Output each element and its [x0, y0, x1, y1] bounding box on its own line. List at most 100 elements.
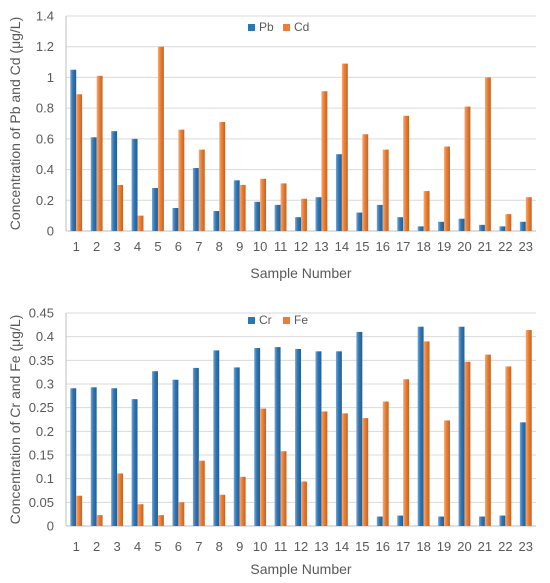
x-tick-label: 23: [519, 539, 533, 554]
bar-cd-15: [362, 134, 369, 231]
x-tick-label: 2: [93, 239, 100, 254]
x-tick-label: 17: [396, 539, 410, 554]
legend-label-pb: Pb: [259, 20, 274, 34]
bar-pb-1: [70, 69, 77, 231]
bar-pb-18: [417, 226, 424, 231]
x-axis-title: Sample Number: [250, 265, 351, 281]
bar-fe-20: [464, 361, 471, 526]
x-tick-label: 19: [437, 239, 451, 254]
bar-fe-18: [423, 341, 430, 526]
bar-cd-12: [301, 198, 307, 231]
y-tick-label: 0.15: [29, 448, 54, 463]
bar-cd-6: [178, 129, 185, 231]
x-tick-label: 16: [376, 539, 390, 554]
bar-cd-23: [525, 197, 532, 231]
x-tick-label: 10: [253, 239, 267, 254]
bar-cr-14: [335, 351, 342, 526]
bar-cd-11: [280, 183, 287, 231]
legend-swatch-cr: [248, 317, 255, 324]
bar-cr-3: [111, 388, 118, 526]
x-tick-label: 4: [134, 539, 141, 554]
x-tick-label: 4: [134, 239, 141, 254]
bar-pb-6: [172, 207, 179, 231]
bar-fe-1: [76, 495, 83, 526]
y-tick-label: 1.2: [36, 39, 54, 54]
bar-pb-23: [519, 221, 526, 231]
y-tick-label: 0.25: [29, 400, 54, 415]
bar-pb-15: [356, 212, 363, 231]
bar-cr-21: [478, 516, 485, 526]
x-tick-label: 8: [216, 539, 223, 554]
bar-cd-20: [464, 106, 471, 231]
bar-pb-7: [192, 168, 199, 231]
x-tick-label: 13: [314, 539, 328, 554]
x-tick-label: 3: [113, 239, 120, 254]
x-tick-label: 18: [416, 239, 430, 254]
x-tick-label: 5: [154, 539, 161, 554]
x-tick-label: 13: [314, 239, 328, 254]
bar-fe-11: [280, 451, 287, 526]
bar-cd-19: [444, 146, 450, 231]
x-tick-label: 21: [478, 539, 492, 554]
bar-cd-3: [117, 184, 124, 231]
bar-cd-2: [96, 75, 103, 232]
bar-fe-23: [525, 330, 532, 526]
bar-pb-9: [233, 180, 240, 231]
bar-cr-4: [131, 399, 138, 526]
bar-cr-16: [376, 516, 383, 526]
x-tick-label: 7: [195, 239, 202, 254]
x-tick-label: 11: [274, 539, 288, 554]
x-tick-label: 22: [498, 239, 512, 254]
bar-cr-13: [315, 351, 322, 526]
y-axis-title: Concentration of Pb and Cd (μg/L): [7, 17, 23, 231]
bar-pb-14: [335, 154, 342, 231]
bar-pb-3: [111, 131, 118, 231]
bar-cr-6: [172, 379, 179, 526]
x-tick-label: 14: [335, 539, 349, 554]
bar-pb-16: [376, 204, 383, 231]
bar-fe-17: [403, 379, 410, 526]
y-tick-label: 0.4: [36, 329, 54, 344]
x-tick-label: 17: [396, 239, 410, 254]
bar-fe-7: [198, 460, 205, 526]
x-tick-label: 1: [73, 239, 80, 254]
bar-cd-21: [484, 77, 491, 231]
y-tick-label: 0.35: [29, 353, 54, 368]
bar-pb-12: [295, 217, 301, 231]
x-tick-label: 16: [376, 239, 390, 254]
y-tick-label: 0.4: [36, 162, 54, 177]
y-tick-label: 0: [47, 224, 54, 239]
bar-cr-17: [397, 515, 404, 526]
x-tick-label: 22: [498, 539, 512, 554]
bar-cr-9: [233, 367, 240, 526]
bar-pb-19: [438, 221, 445, 231]
bar-pb-17: [397, 217, 404, 231]
legend-swatch-fe: [283, 317, 290, 324]
bar-fe-3: [117, 473, 124, 526]
bar-fe-19: [444, 420, 450, 526]
x-tick-label: 3: [113, 539, 120, 554]
legend-label-cr: Cr: [259, 313, 272, 327]
bar-cd-22: [505, 214, 512, 231]
x-tick-label: 23: [519, 239, 533, 254]
legend: Cr Fe: [248, 313, 308, 327]
chart-2: 00.050.10.150.20.250.30.350.40.451 2 3 4 5 6 7…: [7, 306, 536, 577]
x-tick-label: 1: [73, 539, 80, 554]
legend-label-cd: Cd: [294, 20, 309, 34]
bar-fe-10: [260, 408, 267, 526]
bar-fe-9: [239, 476, 246, 526]
bar-cd-10: [260, 178, 267, 231]
y-tick-label: 0.3: [36, 377, 54, 392]
x-tick-label: 12: [294, 239, 308, 254]
bar-cr-18: [417, 326, 424, 526]
x-tick-label: 9: [236, 539, 243, 554]
bar-pb-22: [499, 226, 506, 231]
bar-cr-15: [356, 331, 363, 526]
bar-cd-7: [198, 149, 205, 231]
bar-cd-16: [382, 149, 389, 231]
bar-fe-5: [157, 515, 164, 526]
x-tick-label: 12: [294, 539, 308, 554]
x-tick-label: 11: [274, 239, 288, 254]
x-tick-label: 20: [457, 239, 471, 254]
bar-pb-4: [131, 138, 138, 231]
